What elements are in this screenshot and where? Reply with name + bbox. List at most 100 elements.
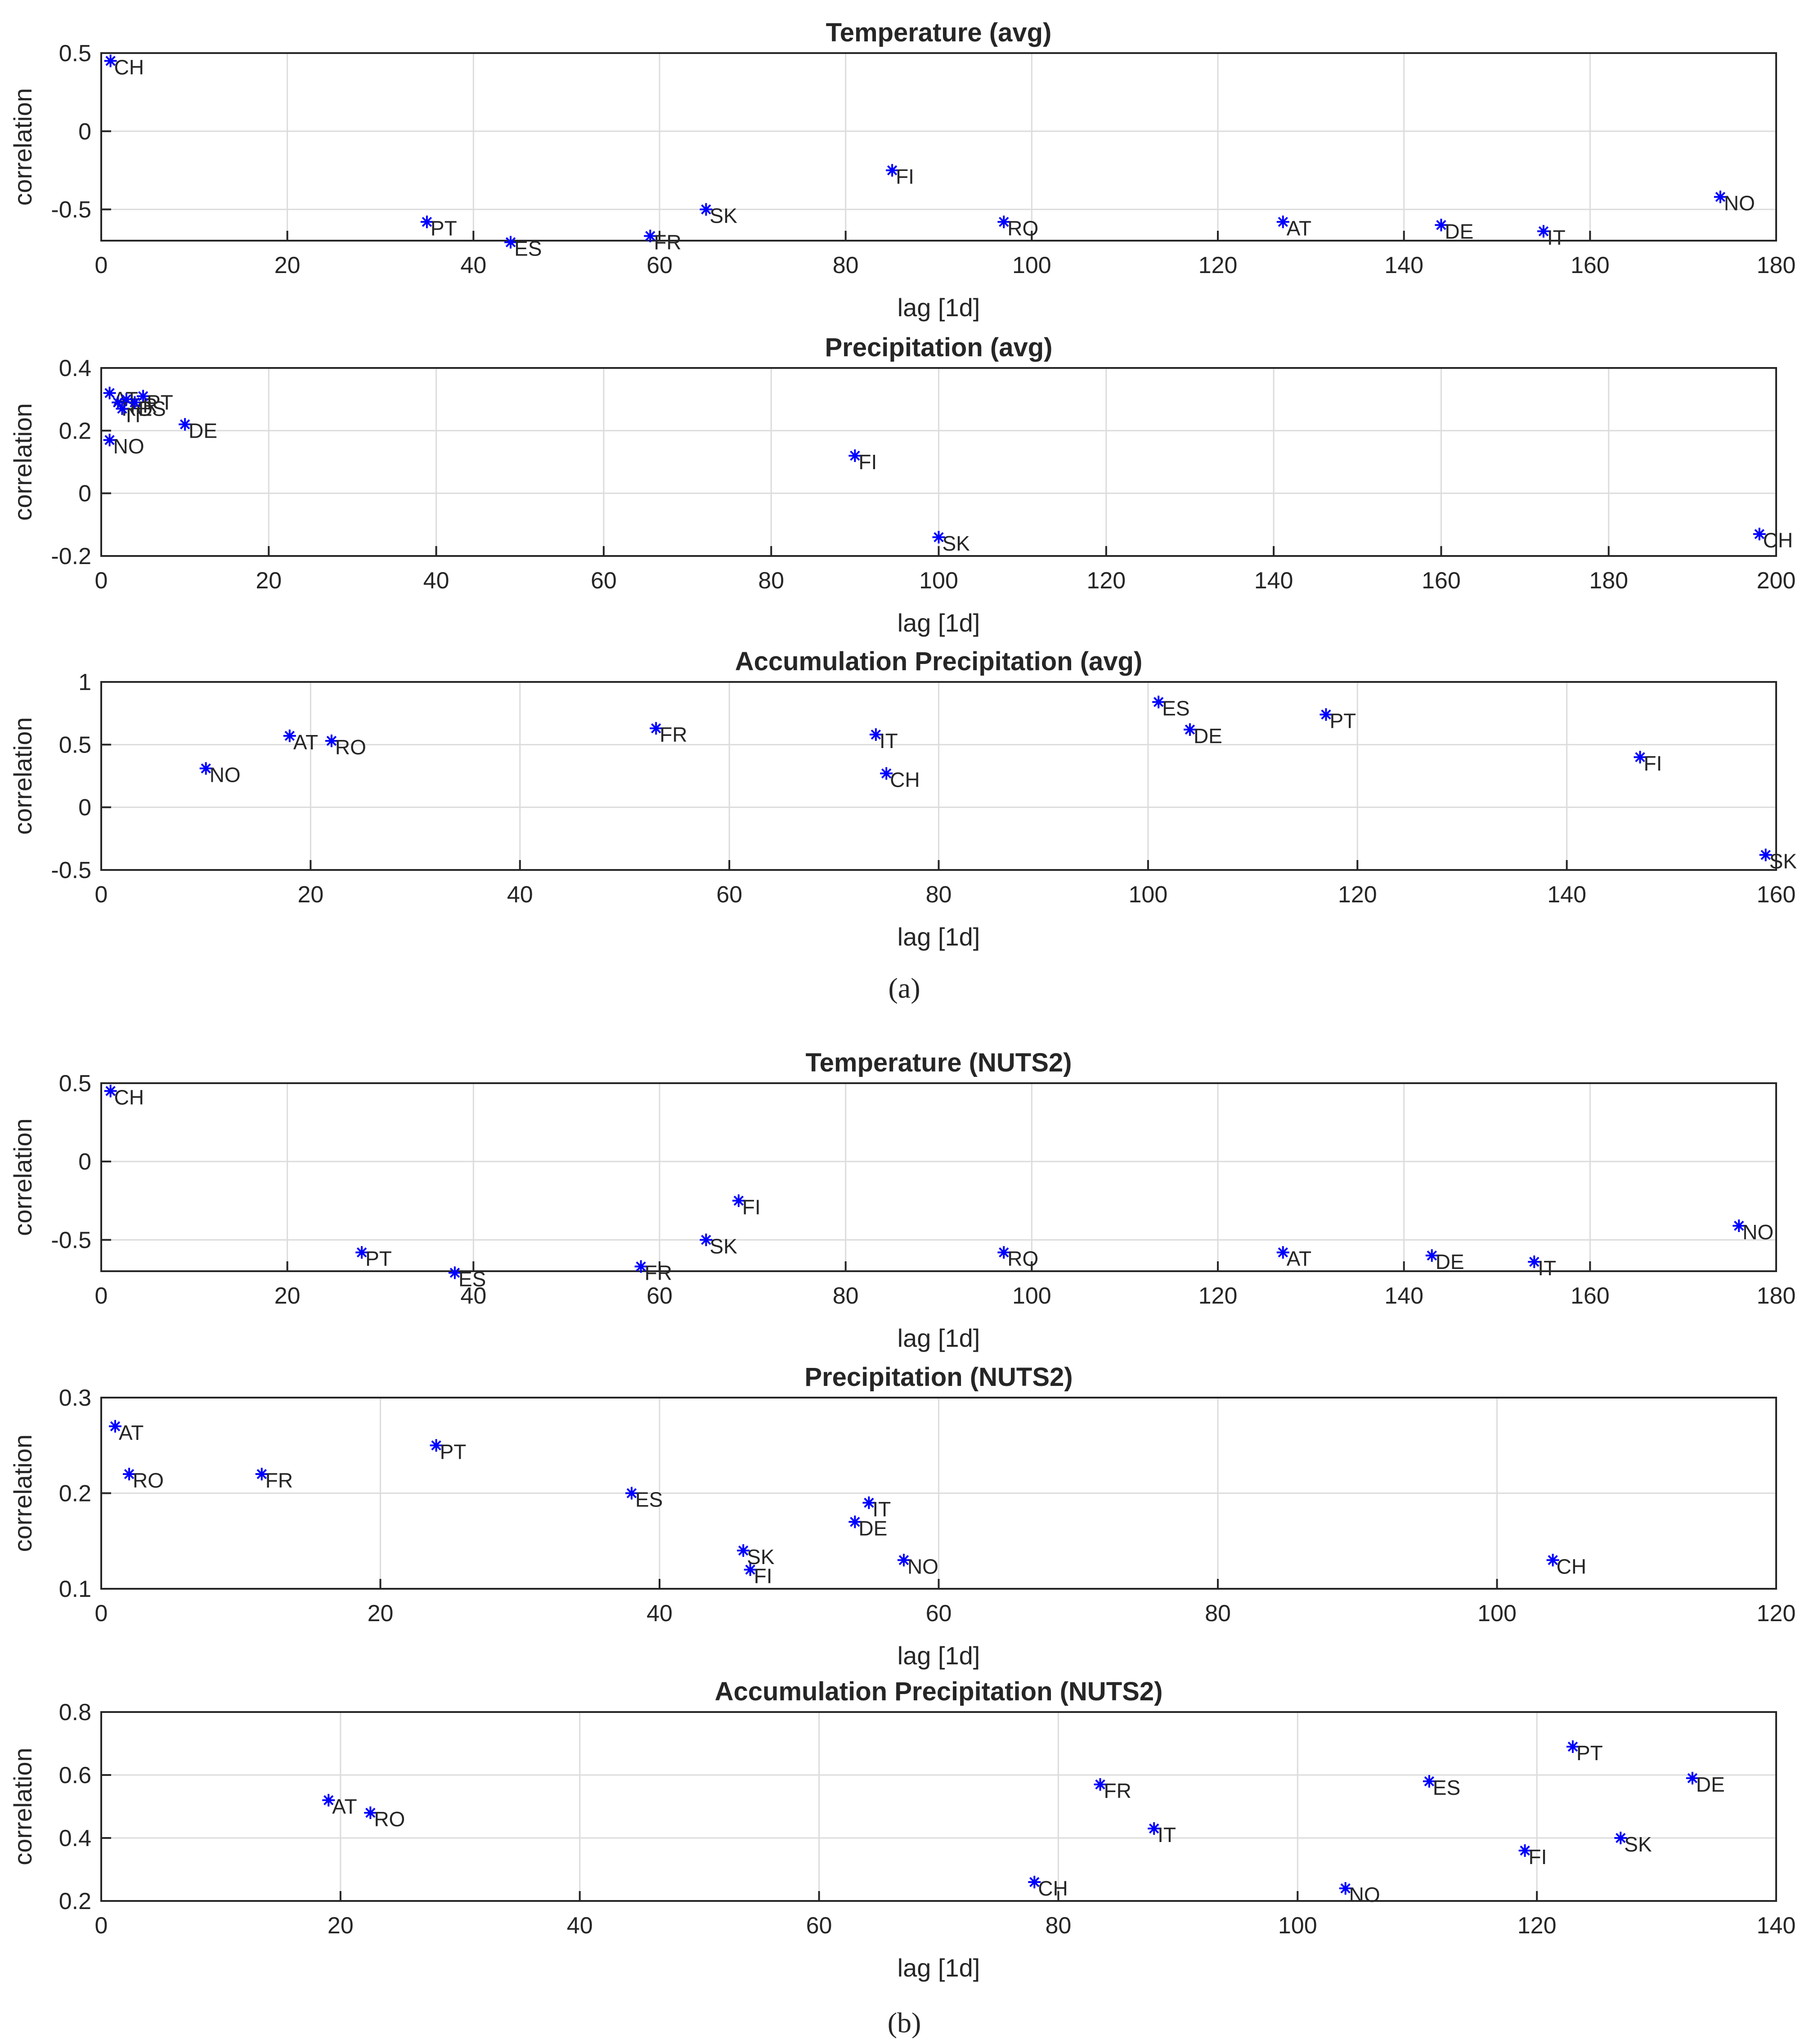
y-tick-label: 0.2 — [59, 1888, 91, 1914]
data-point: IT — [116, 402, 144, 427]
point-label: PT — [440, 1440, 467, 1463]
point-label: NO — [1724, 192, 1755, 215]
point-label: FI — [896, 165, 914, 188]
marker-stroke — [256, 1469, 267, 1479]
y-tick-label: 0 — [78, 795, 91, 821]
y-tick-label: -0.5 — [51, 197, 91, 223]
marker-stroke — [117, 403, 127, 414]
plot-title: Accumulation Precipitation (avg) — [735, 647, 1143, 676]
data-point: AT — [1276, 1246, 1311, 1270]
marker-stroke — [1095, 1779, 1105, 1790]
marker-stroke — [1427, 1250, 1437, 1261]
point-label: FI — [1529, 1845, 1547, 1869]
point-label: SK — [1624, 1833, 1652, 1856]
point-label: CH — [114, 55, 144, 79]
y-tick-label: 0.6 — [59, 1762, 91, 1788]
marker-stroke — [934, 532, 944, 542]
marker-stroke — [701, 204, 711, 215]
data-point: IT — [869, 728, 898, 753]
data-point: NO — [1714, 190, 1755, 215]
point-label: DE — [858, 1516, 887, 1540]
marker-stroke — [505, 237, 516, 247]
marker-stroke — [1149, 1823, 1159, 1834]
data-point: RO — [325, 734, 366, 759]
data-point: ES — [1423, 1775, 1460, 1799]
point-label: ES — [138, 397, 166, 421]
point-label: FR — [645, 1261, 672, 1285]
point-label: DE — [1436, 1250, 1464, 1273]
point-label: RO — [133, 1469, 164, 1492]
y-axis-label: correlation — [9, 717, 37, 834]
point-label: CH — [1557, 1555, 1586, 1578]
marker-stroke — [645, 231, 655, 241]
data-point: PT — [355, 1246, 392, 1270]
plot-title: Precipitation (avg) — [825, 333, 1053, 362]
plot-title: Temperature (NUTS2) — [806, 1048, 1072, 1077]
point-label: SK — [709, 204, 737, 228]
x-tick-label: 100 — [1012, 1283, 1051, 1309]
data-point: IT — [1148, 1822, 1176, 1847]
y-axis-label: correlation — [9, 1434, 37, 1552]
data-point: SK — [932, 531, 970, 555]
marker-stroke — [850, 1517, 860, 1527]
data-point: DE — [1686, 1772, 1725, 1796]
y-tick-label: 0.5 — [59, 40, 91, 67]
point-label: AT — [119, 1421, 144, 1444]
marker-stroke — [887, 165, 898, 175]
marker-stroke — [898, 1555, 909, 1565]
point-label: ES — [514, 237, 542, 260]
point-label: IT — [880, 729, 898, 753]
y-tick-label: 0.2 — [59, 1481, 91, 1507]
marker-stroke — [1436, 220, 1446, 230]
marker-stroke — [105, 1086, 116, 1096]
x-tick-label: 120 — [1517, 1913, 1557, 1939]
y-tick-label: -0.5 — [51, 857, 91, 883]
y-tick-label: 0 — [78, 1149, 91, 1175]
data-point: FI — [886, 164, 914, 188]
data-point: DE — [1435, 219, 1473, 243]
data-point: PT — [430, 1439, 467, 1463]
data-point: CH — [1028, 1876, 1068, 1900]
plot-2: 0 20 40 60 80 100 120 140 160 180 200-0.200.20.4Pr… — [9, 333, 1796, 637]
y-axis-label: correlation — [9, 403, 37, 520]
data-point: SK — [700, 203, 737, 228]
marker-stroke — [745, 1564, 755, 1575]
x-tick-label: 160 — [1571, 252, 1610, 278]
marker-stroke — [999, 1247, 1009, 1258]
y-tick-label: 0.5 — [59, 732, 91, 758]
y-tick-label: 0.3 — [59, 1385, 91, 1411]
x-tick-label: 120 — [1757, 1600, 1796, 1627]
marker-stroke — [1520, 1845, 1530, 1856]
y-tick-label: 0.8 — [59, 1699, 91, 1726]
point-label: PT — [1329, 709, 1356, 732]
point-label: RO — [1007, 1247, 1038, 1270]
marker-stroke — [881, 768, 892, 779]
x-axis-label: lag [1d] — [898, 1641, 980, 1670]
plot-title: Precipitation (NUTS2) — [804, 1363, 1073, 1392]
point-label: NO — [210, 763, 241, 786]
point-label: SK — [1769, 850, 1797, 873]
x-tick-label: 40 — [460, 252, 486, 278]
point-label: FI — [742, 1195, 761, 1219]
x-tick-label: 140 — [1254, 568, 1293, 594]
plots-group: 0 20 40 60 80 100 120 140 160 180-0.500.5Temperat… — [9, 18, 1797, 1982]
data-point: DE — [848, 1515, 887, 1540]
point-label: FI — [858, 450, 877, 474]
plot-frame — [100, 1082, 1777, 1272]
x-axis-label: lag [1d] — [898, 609, 980, 637]
data-point: ES — [1152, 695, 1190, 720]
point-label: AT — [293, 731, 318, 754]
marker-stroke — [999, 217, 1009, 227]
x-tick-label: 60 — [716, 882, 742, 908]
x-tick-label: 180 — [1757, 252, 1796, 278]
data-point: FR — [644, 229, 682, 254]
point-label: SK — [747, 1545, 775, 1569]
data-point: RO — [123, 1468, 164, 1492]
y-axis-label: correlation — [9, 1118, 37, 1236]
data-point: FR — [634, 1260, 672, 1285]
data-point: IT — [1528, 1255, 1556, 1280]
data-point: PT — [1320, 708, 1356, 732]
x-tick-label: 120 — [1199, 1283, 1238, 1309]
x-tick-label: 60 — [646, 252, 673, 278]
data-point: FI — [732, 1194, 761, 1219]
